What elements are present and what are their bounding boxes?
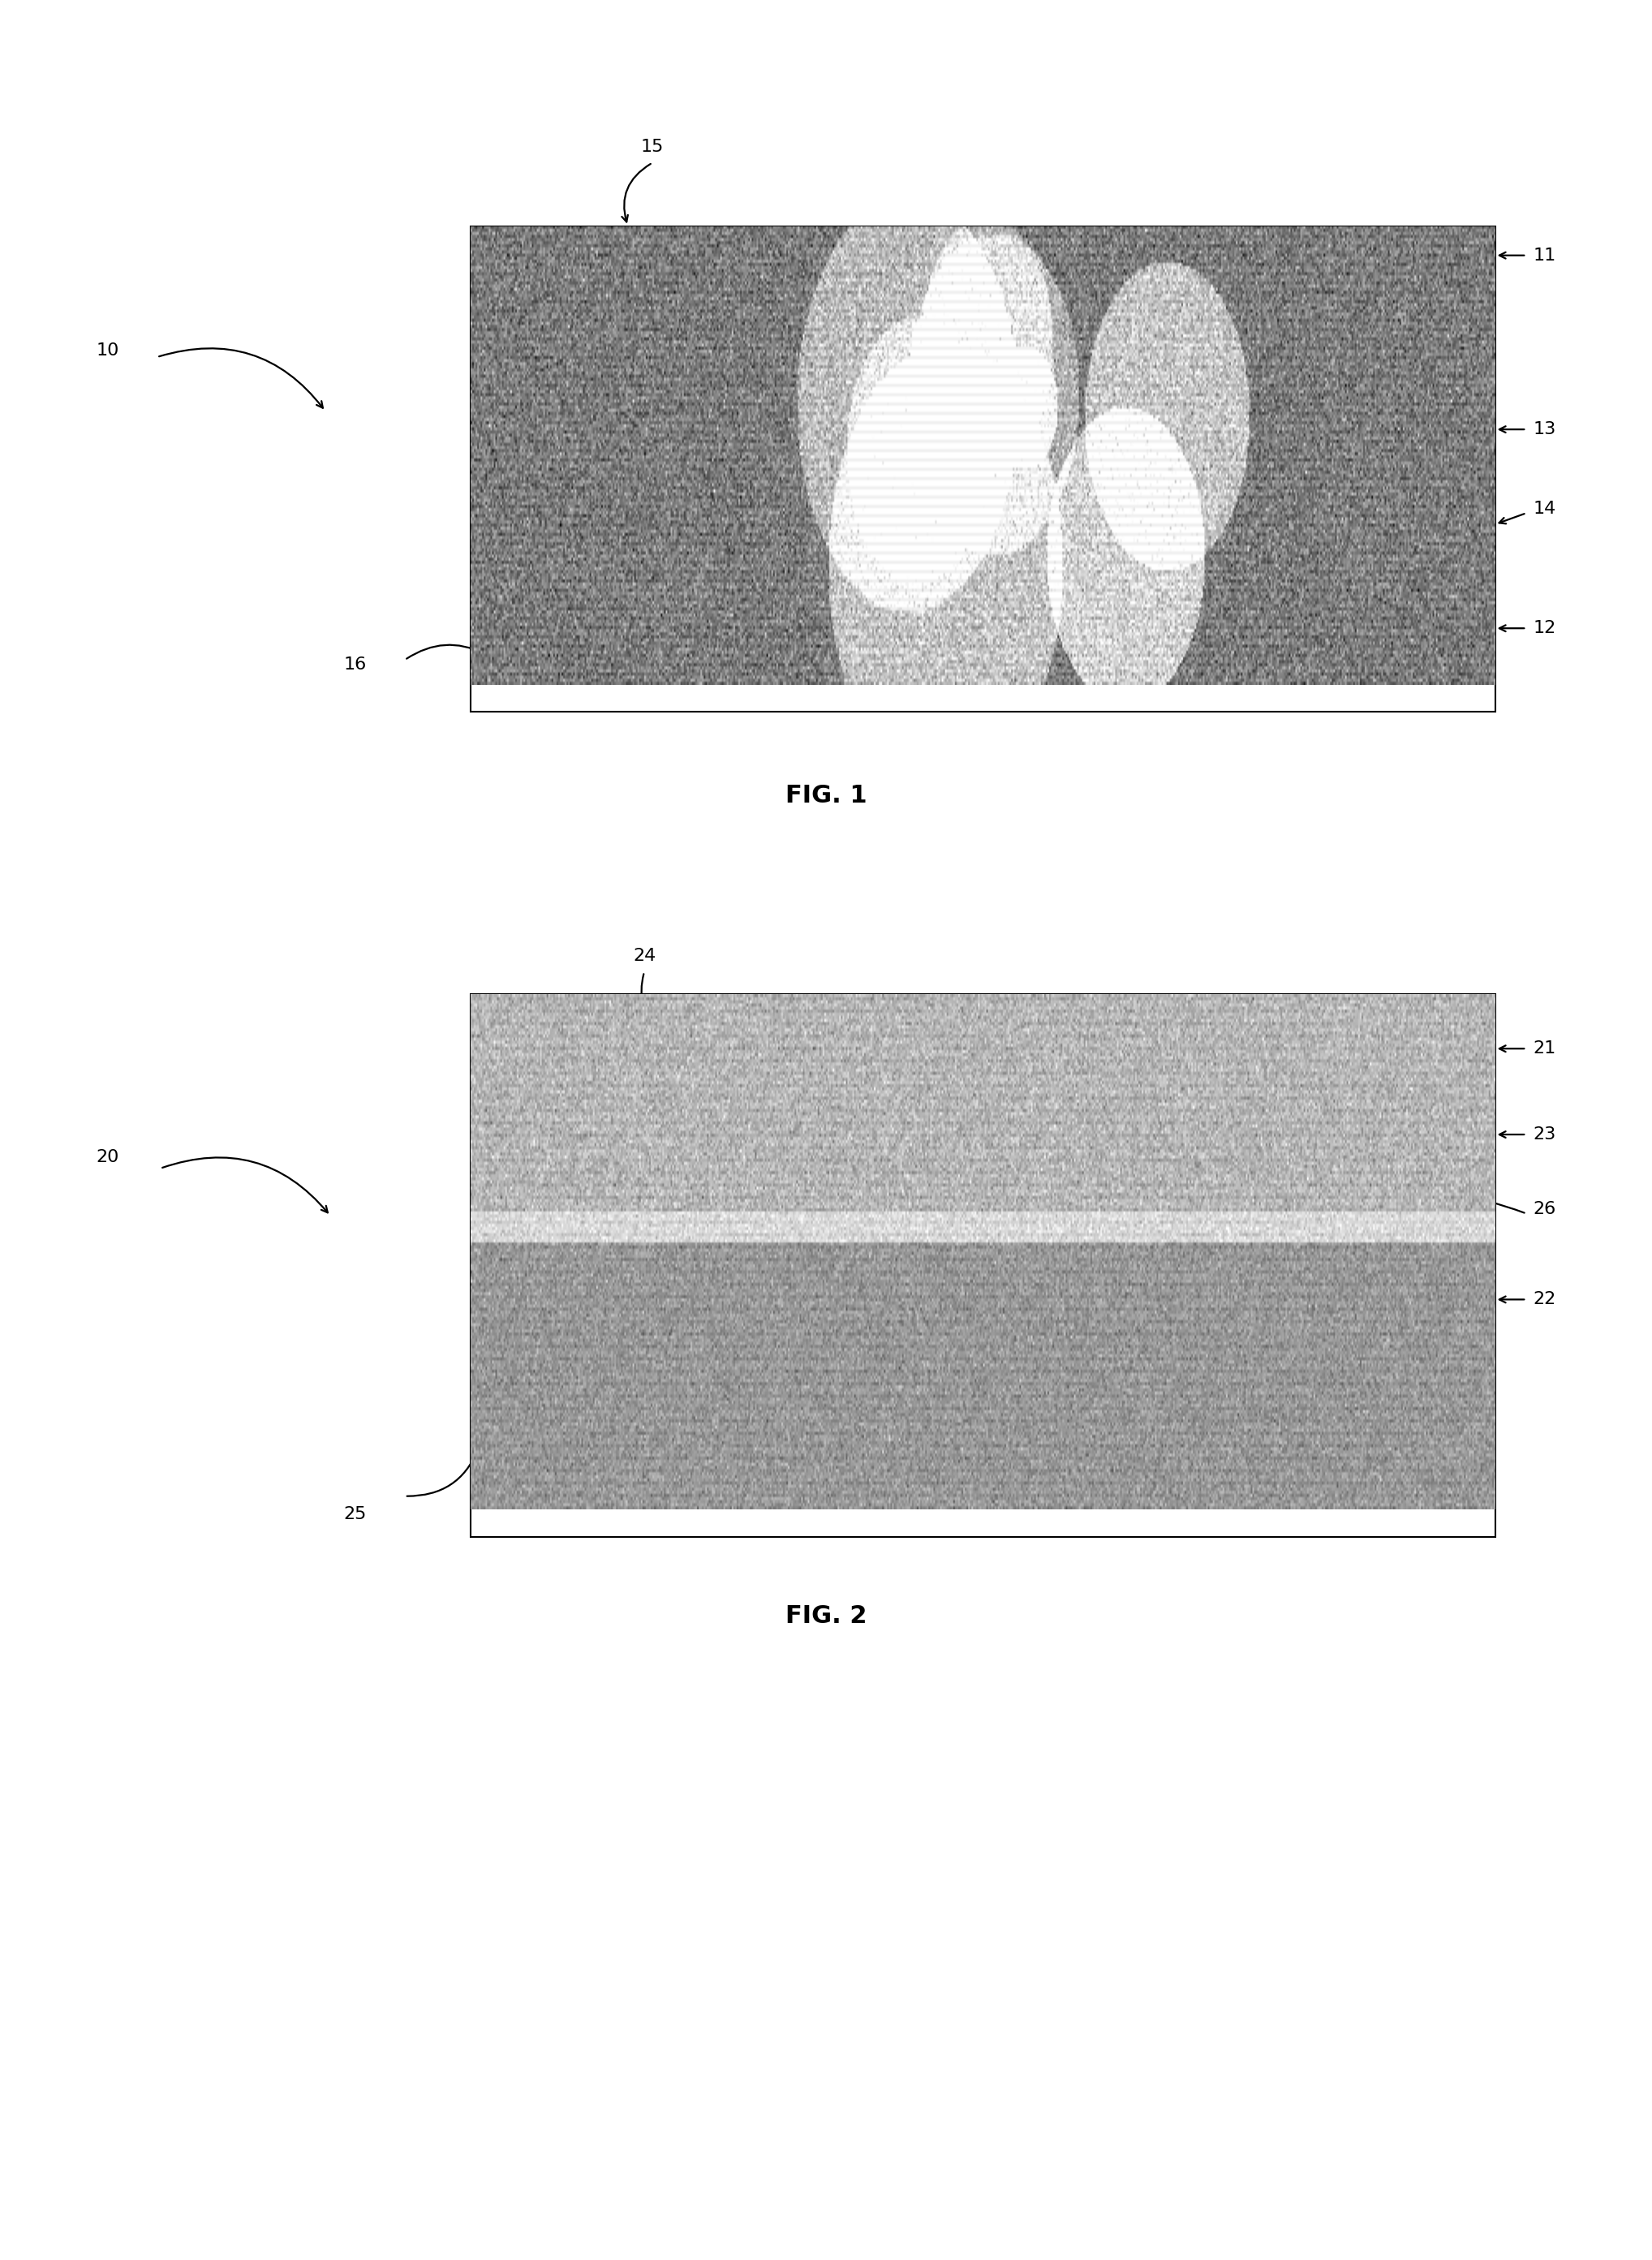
Text: 4.0mm: 4.0mm	[829, 1523, 847, 1532]
Text: 23: 23	[1533, 1125, 1556, 1144]
Bar	[471, 226, 1495, 712]
Text: 12: 12	[1533, 619, 1556, 637]
Text: FIG. 1: FIG. 1	[785, 784, 867, 807]
Text: mag  ⩯: mag ⩯	[656, 1519, 677, 1526]
Text: FIG. 2: FIG. 2	[785, 1605, 867, 1627]
Text: mag  ⩯: mag ⩯	[656, 694, 677, 701]
Text: 5 µm: 5 µm	[1128, 1523, 1145, 1532]
Text: 16: 16	[344, 655, 367, 673]
Text: 1 µm: 1 µm	[1128, 698, 1145, 707]
Text: WD: WD	[829, 1519, 838, 1526]
Text: 6,000x: 6,000x	[656, 1523, 677, 1532]
Text: 21: 21	[1533, 1040, 1556, 1058]
Text: 10.00kV: 10.00kV	[491, 1523, 517, 1532]
Text: 14: 14	[1533, 499, 1556, 518]
Text: 25: 25	[344, 1505, 367, 1523]
Text: 22: 22	[1533, 1290, 1556, 1309]
Text: 120221A: 120221A	[1373, 1521, 1399, 1528]
Text: 10: 10	[96, 341, 119, 359]
Text: 120218C: 120218C	[1373, 696, 1399, 703]
Text: 4.0mm: 4.0mm	[829, 698, 847, 707]
Text: 15: 15	[641, 138, 664, 156]
Text: HV: HV	[491, 694, 499, 701]
Text: WD: WD	[829, 694, 838, 701]
Text: 11: 11	[1533, 246, 1556, 264]
Text: 10.09kV: 10.09kV	[491, 698, 517, 707]
Text: HV: HV	[491, 1519, 499, 1526]
Text: 26: 26	[1533, 1200, 1556, 1218]
Bar	[471, 994, 1495, 1537]
Text: 20: 20	[96, 1148, 119, 1166]
Text: 13: 13	[1533, 420, 1556, 438]
Text: 24: 24	[633, 947, 656, 965]
Text: 20,000x: 20,000x	[656, 698, 682, 707]
